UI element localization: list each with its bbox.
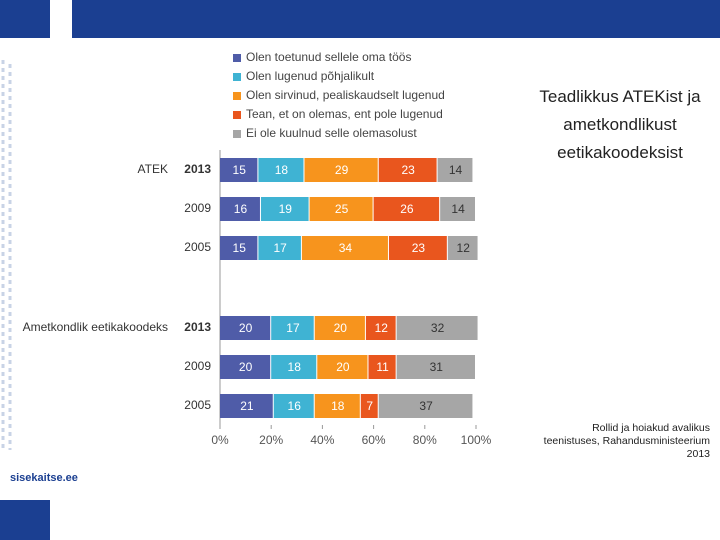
- source-note: Rollid ja hoiakud avalikus teenistuses, R…: [544, 422, 711, 460]
- bar-segment: [317, 355, 368, 379]
- bar-segment: [220, 394, 273, 418]
- bar-segment: [220, 158, 258, 182]
- bar-segment: [260, 197, 309, 221]
- category-label: 2005: [184, 240, 211, 254]
- bar-segment: [309, 197, 373, 221]
- value-label: 16: [288, 399, 302, 413]
- legend-label: Olen sirvinud, pealiskaudselt lugenud: [246, 88, 445, 102]
- bar-segment: [447, 236, 478, 260]
- bar-segment: [273, 394, 314, 418]
- bar-segment: [220, 197, 260, 221]
- bar-segment: [314, 316, 365, 340]
- legend-label: Tean, et on olemas, ent pole lugenud: [246, 107, 443, 121]
- value-label: 16: [234, 202, 248, 216]
- value-label: 20: [239, 360, 253, 374]
- category-label: 2005: [184, 398, 211, 412]
- value-label: 18: [331, 399, 345, 413]
- value-label: 23: [401, 163, 415, 177]
- bar-segment: [220, 355, 271, 379]
- value-label: 19: [279, 202, 293, 216]
- legend-label: Olen toetunud sellele oma töös: [246, 50, 411, 64]
- bar-segment: [360, 394, 378, 418]
- value-label: 18: [275, 163, 289, 177]
- bar-segment: [440, 197, 475, 221]
- value-label: 32: [431, 321, 445, 335]
- corner-block: [0, 0, 50, 38]
- value-label: 31: [430, 360, 444, 374]
- bar-segment: [258, 158, 304, 182]
- x-tick-label: 60%: [362, 433, 386, 447]
- category-label: 2013: [184, 162, 211, 176]
- value-label: 20: [334, 321, 348, 335]
- value-label: 23: [412, 241, 426, 255]
- legend-swatch: [233, 54, 241, 62]
- legend-label: Ei ole kuulnud selle olemasolust: [246, 126, 417, 140]
- group-label: ATEK: [138, 162, 168, 176]
- legend-label: Olen lugenud põhjalikult: [246, 69, 375, 83]
- bar-segment: [396, 355, 475, 379]
- bar-segment: [314, 394, 360, 418]
- value-label: 14: [451, 202, 465, 216]
- corner-block: [0, 500, 50, 540]
- bar-segment: [271, 355, 317, 379]
- chart-title: Teadlikkus ATEKist ja ametkondlikust eetik…: [539, 87, 701, 162]
- value-label: 25: [335, 202, 349, 216]
- x-tick-label: 40%: [310, 433, 334, 447]
- bar-segment: [220, 316, 271, 340]
- value-label: 26: [400, 202, 414, 216]
- value-label: 34: [339, 241, 353, 255]
- bar-segment: [271, 316, 314, 340]
- value-label: 12: [375, 321, 389, 335]
- bar-segment: [220, 236, 258, 260]
- bar-segment: [258, 236, 301, 260]
- value-label: 7: [366, 399, 373, 413]
- legend-swatch: [233, 130, 241, 138]
- bar-segment: [304, 158, 378, 182]
- x-tick-label: 0%: [211, 433, 229, 447]
- bar-segment: [388, 236, 447, 260]
- value-label: 18: [288, 360, 302, 374]
- value-label: 14: [449, 163, 463, 177]
- value-label: 15: [233, 241, 247, 255]
- value-label: 29: [335, 163, 349, 177]
- category-label: 2013: [184, 320, 211, 334]
- bar-segment: [378, 394, 473, 418]
- legend-swatch: [233, 111, 241, 119]
- value-label: 12: [457, 241, 471, 255]
- value-label: 15: [233, 163, 247, 177]
- bar-segment: [378, 158, 437, 182]
- logo: sisekaitse.ee: [10, 472, 78, 484]
- x-tick-label: 100%: [461, 433, 492, 447]
- value-label: 17: [273, 241, 287, 255]
- legend-swatch: [233, 92, 241, 100]
- bar-segment: [368, 355, 396, 379]
- bar-segment: [365, 316, 396, 340]
- bar-segment: [437, 158, 473, 182]
- top-banner: [72, 0, 720, 38]
- value-label: 11: [376, 360, 389, 374]
- bar-segment: [396, 316, 478, 340]
- bar-segment: [301, 236, 388, 260]
- group-label: Ametkondlik eetikakoodeks: [23, 320, 168, 334]
- category-label: 2009: [184, 359, 211, 373]
- bar-segment: [373, 197, 440, 221]
- value-label: 17: [286, 321, 300, 335]
- x-tick-label: 80%: [413, 433, 437, 447]
- value-label: 21: [240, 399, 254, 413]
- value-label: 20: [239, 321, 253, 335]
- side-pattern: [1, 60, 12, 450]
- value-label: 37: [419, 399, 433, 413]
- x-tick-label: 20%: [259, 433, 283, 447]
- category-label: 2009: [184, 201, 211, 215]
- value-label: 20: [336, 360, 350, 374]
- legend-swatch: [233, 73, 241, 81]
